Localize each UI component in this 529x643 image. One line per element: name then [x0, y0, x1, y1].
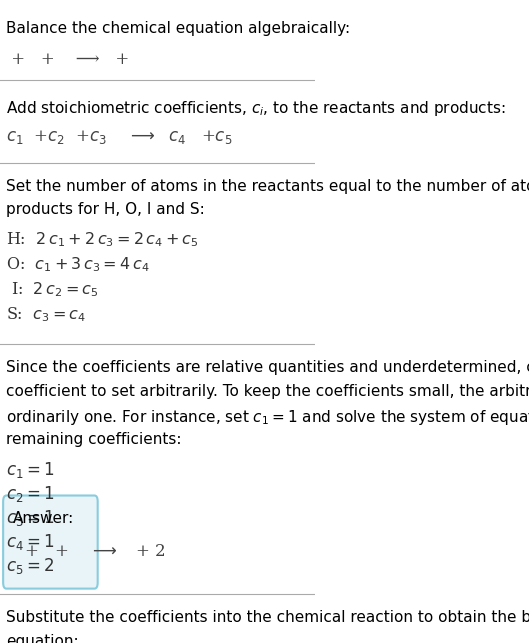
- Text: equation:: equation:: [6, 634, 79, 643]
- Text: H:  $2\,c_1 + 2\,c_3 = 2\,c_4 + c_5$: H: $2\,c_1 + 2\,c_3 = 2\,c_4 + c_5$: [6, 230, 199, 249]
- Text: products for H, O, I and S:: products for H, O, I and S:: [6, 203, 205, 217]
- Text: O:  $c_1 + 3\,c_3 = 4\,c_4$: O: $c_1 + 3\,c_3 = 4\,c_4$: [6, 255, 150, 274]
- Text: coefficient to set arbitrarily. To keep the coefficients small, the arbitrary va: coefficient to set arbitrarily. To keep …: [6, 384, 529, 399]
- Text: Balance the chemical equation algebraically:: Balance the chemical equation algebraica…: [6, 21, 350, 36]
- FancyBboxPatch shape: [3, 496, 98, 588]
- Text: $c_2 = 1$: $c_2 = 1$: [6, 484, 55, 504]
- Text: remaining coefficients:: remaining coefficients:: [6, 432, 182, 447]
- Text: $c_4 = 1$: $c_4 = 1$: [6, 532, 55, 552]
- Text: +   +    $\longrightarrow$   + 2: + + $\longrightarrow$ + 2: [19, 543, 172, 560]
- Text: +   +    ⟶   +: + + ⟶ +: [6, 51, 140, 68]
- Text: $c_1$  +$c_2$  +$c_3$    $\longrightarrow$  $c_4$   +$c_5$: $c_1$ +$c_2$ +$c_3$ $\longrightarrow$ $c…: [6, 129, 233, 147]
- Text: Set the number of atoms in the reactants equal to the number of atoms in the: Set the number of atoms in the reactants…: [6, 179, 529, 194]
- Text: ordinarily one. For instance, set $c_1 = 1$ and solve the system of equations fo: ordinarily one. For instance, set $c_1 =…: [6, 408, 529, 427]
- Text: Substitute the coefficients into the chemical reaction to obtain the balanced: Substitute the coefficients into the che…: [6, 610, 529, 625]
- Text: S:  $c_3 = c_4$: S: $c_3 = c_4$: [6, 305, 86, 324]
- Text: Add stoichiometric coefficients, $c_i$, to the reactants and products:: Add stoichiometric coefficients, $c_i$, …: [6, 98, 506, 118]
- Text: I:  $2\,c_2 = c_5$: I: $2\,c_2 = c_5$: [6, 280, 99, 299]
- Text: $c_5 = 2$: $c_5 = 2$: [6, 556, 55, 576]
- Text: Since the coefficients are relative quantities and underdetermined, choose a: Since the coefficients are relative quan…: [6, 360, 529, 375]
- Text: Answer:: Answer:: [13, 511, 74, 525]
- Text: $c_1 = 1$: $c_1 = 1$: [6, 460, 55, 480]
- Text: $c_3 = 1$: $c_3 = 1$: [6, 509, 55, 529]
